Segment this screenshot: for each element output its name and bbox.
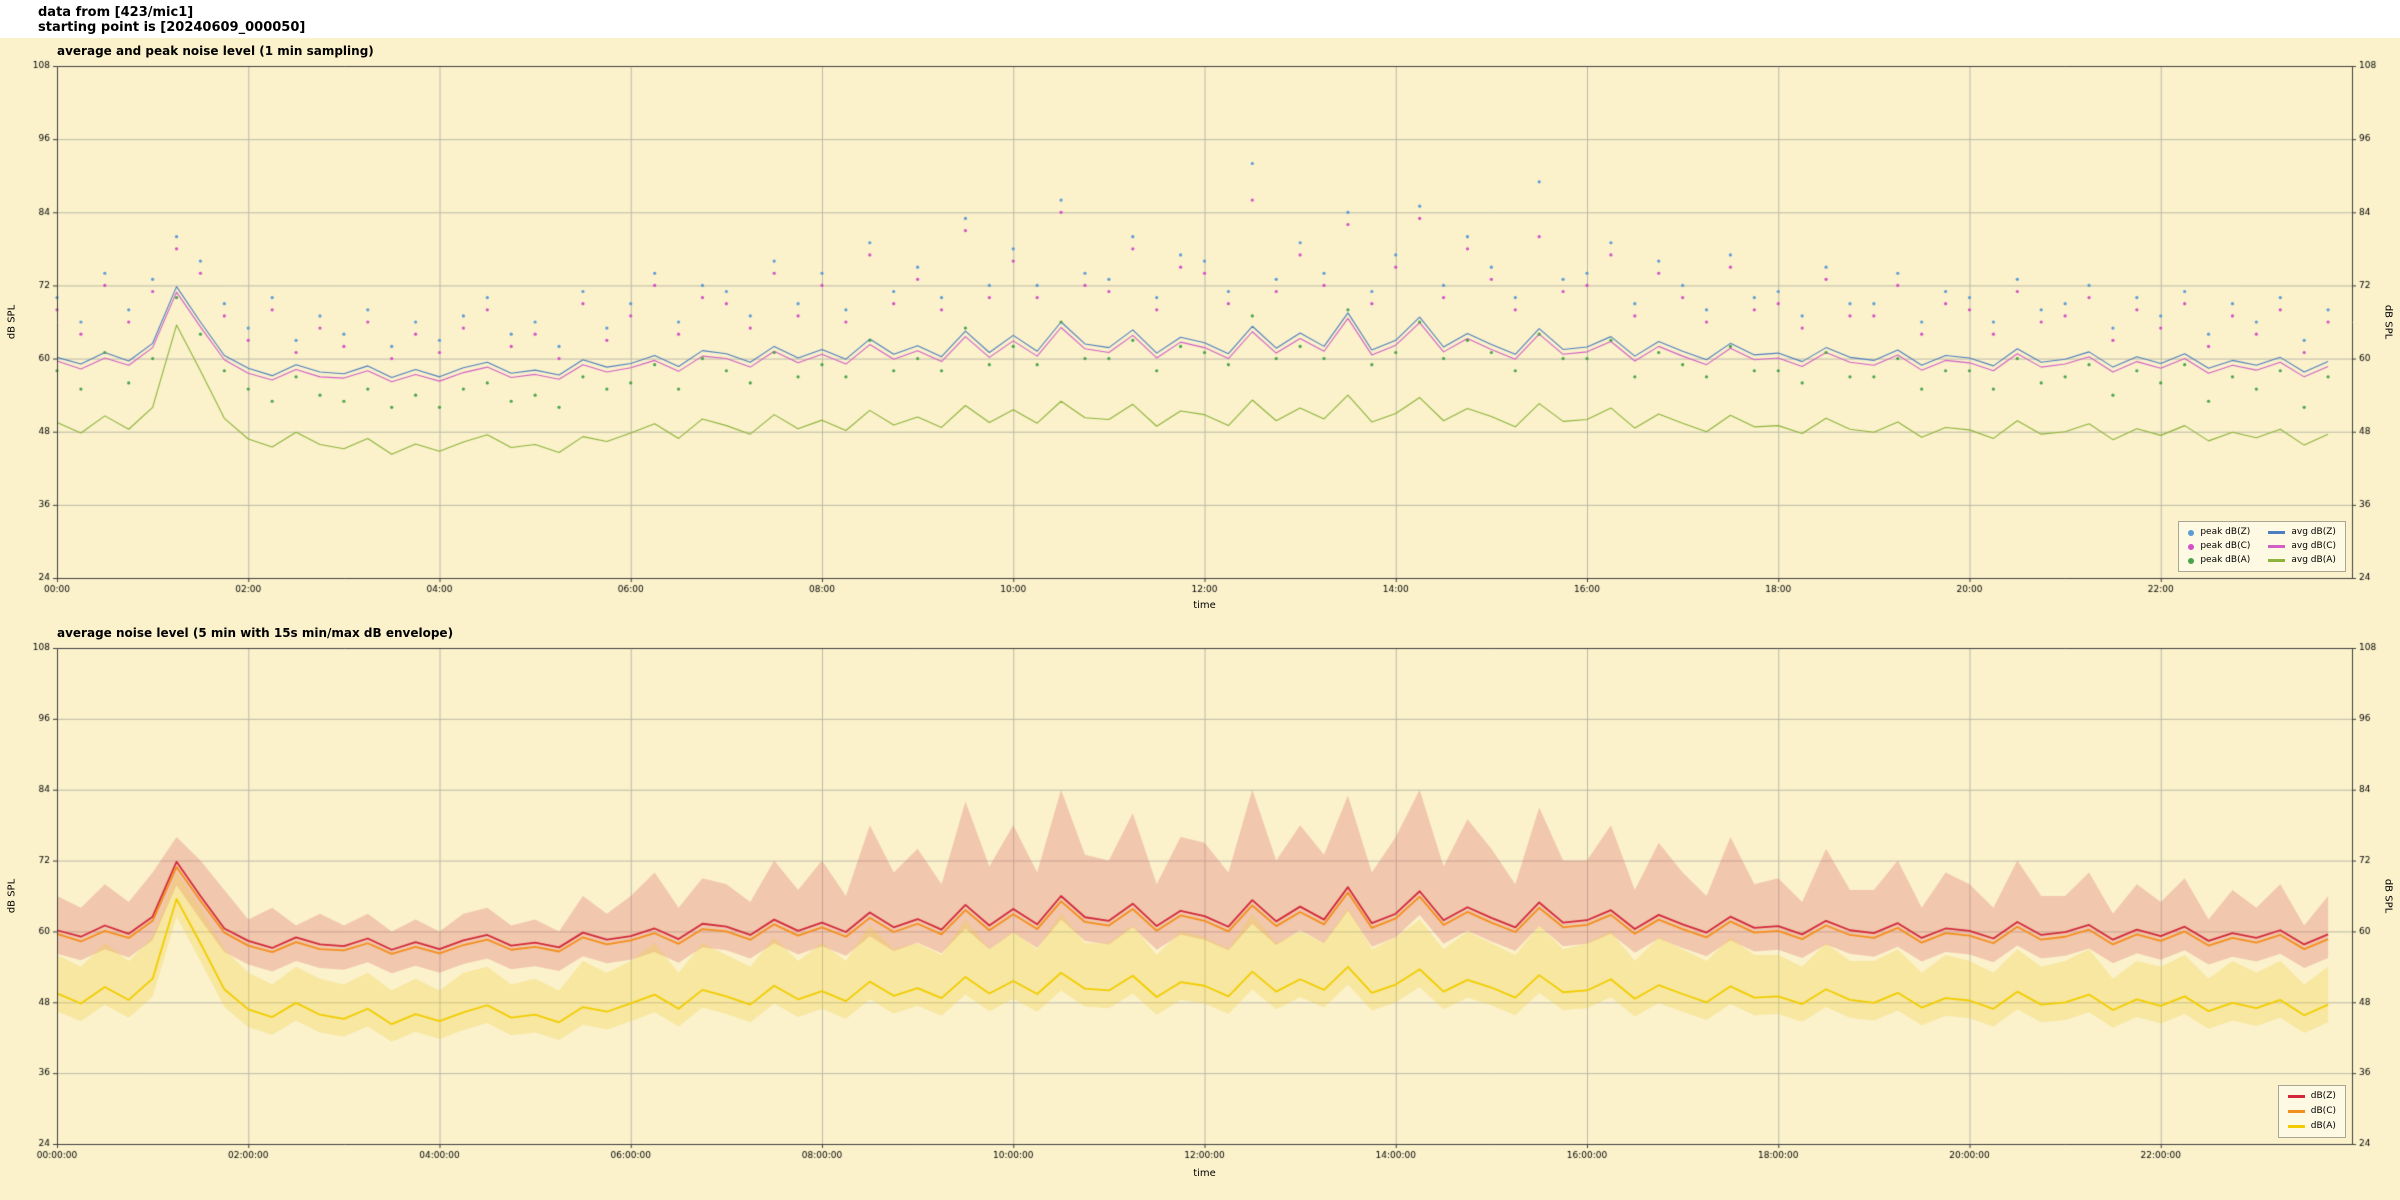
legend-label: avg dB(A) <box>2291 555 2336 565</box>
legend-item: avg dB(A) <box>2268 554 2336 567</box>
legend-line-marker <box>2268 545 2286 548</box>
legend-label: dB(Z) <box>2310 1091 2336 1101</box>
legend-label: avg dB(Z) <box>2291 527 2336 537</box>
y-axis-label-right: dB SPL <box>2382 304 2394 340</box>
y-axis-label-left: dB SPL <box>6 304 18 340</box>
legend-label: avg dB(C) <box>2291 541 2336 551</box>
chart-title: average and peak noise level (1 min samp… <box>57 44 374 58</box>
y-axis-label-left: dB SPL <box>6 878 18 914</box>
legend-item: peak dB(A) <box>2188 554 2250 567</box>
legend-label: peak dB(A) <box>2200 555 2251 565</box>
legend-item: dB(C) <box>2287 1105 2336 1118</box>
legend-item: peak dB(Z) <box>2188 526 2250 539</box>
legend-dot-marker <box>2188 529 2195 536</box>
header-data-source: data from [423/mic1] <box>38 5 194 20</box>
legend-item: dB(Z) <box>2287 1090 2336 1103</box>
legend-label: peak dB(C) <box>2200 541 2251 551</box>
legend-item: avg dB(C) <box>2268 540 2336 553</box>
chart-title: average noise level (5 min with 15s min/… <box>57 626 454 640</box>
legend-line-marker <box>2287 1110 2305 1113</box>
chart-avg-peak-noise: average and peak noise level (1 min samp… <box>0 38 2400 618</box>
legend-line-marker <box>2287 1125 2305 1128</box>
legend: peak dB(Z) peak dB(C) peak dB(A) avg dB(Z) a… <box>2178 521 2346 572</box>
chart-avg-noise-envelope: average noise level (5 min with 15s min/… <box>0 618 2400 1200</box>
y-axis-label-right: dB SPL <box>2382 878 2394 914</box>
x-axis-label: time <box>1193 1168 1216 1179</box>
legend-line-marker <box>2287 1095 2305 1098</box>
legend-label: peak dB(Z) <box>2200 527 2251 537</box>
x-axis-label: time <box>1193 600 1216 611</box>
legend: dB(Z) dB(C) dB(A) <box>2277 1085 2346 1138</box>
legend-label: dB(A) <box>2310 1121 2336 1131</box>
chart-envelope-canvas <box>0 618 2400 1200</box>
header-starting-point: starting point is [20240609_000050] <box>38 20 306 35</box>
legend-label: dB(C) <box>2310 1106 2336 1116</box>
legend-item: dB(A) <box>2287 1120 2336 1133</box>
chart-avg-peak-canvas <box>0 38 2400 618</box>
legend-dot-marker <box>2188 557 2195 564</box>
legend-item: avg dB(Z) <box>2268 526 2336 539</box>
legend-line-marker <box>2268 531 2286 534</box>
legend-dot-marker <box>2188 543 2195 550</box>
header: data from [423/mic1] starting point is [… <box>0 0 2400 38</box>
legend-line-marker <box>2268 559 2286 562</box>
legend-item: peak dB(C) <box>2188 540 2250 553</box>
